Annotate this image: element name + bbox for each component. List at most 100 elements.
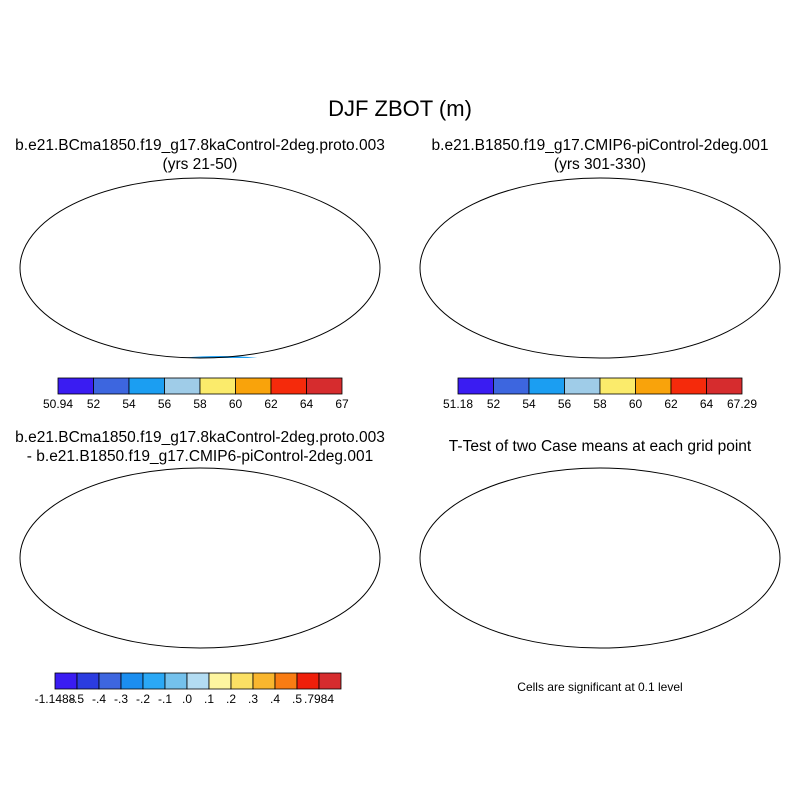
af-band-red [180,232,235,244]
colorbar-bl-swatch [142,672,166,690]
panel-tl-title: b.e21.BCma1850.f19_g17.8kaControl-2deg.p… [0,136,400,174]
colorbar-tr-swatch [670,377,707,395]
colorbar-tr-tick-label: 62 [664,397,678,411]
sig-north-america-west [470,508,490,526]
colorbar-tr-swatch [706,377,743,395]
panel-br-ttest: T-Test of two Case means at each grid po… [448,438,752,455]
colorbar-bl-swatch [318,672,342,690]
land-india [260,254,275,274]
colorbar-tl-tick-label: 62 [264,397,278,411]
colorbar-bl-tick-label: -1.1488 [35,692,76,706]
colorbar-tr-swatch [599,377,636,395]
panel-tr-case: b.e21.B1850.f19_g17.CMIP6-piControl-2deg… [431,137,769,154]
sig-africa [578,522,642,598]
colorbar-tr-tick-label: 56 [558,397,572,411]
panel-br-title: T-Test of two Case means at each grid po… [400,437,800,456]
colorbar-tr-swatch [457,377,494,395]
colorbar-tr-tick-label: 58 [593,397,607,411]
colorbar-top-right: 51.18 52 54 56 58 60 62 64 67.29 [443,377,757,411]
colorbar-tr-swatch [493,377,530,395]
colorbar-bottom-left: -1.1488-.5 -.4 -.3 -.2 -.1 .0 .1 .2 .3 .4 .5.7984 [35,672,342,706]
map-border-top-right [419,177,781,359]
land-se-asia [290,268,320,278]
colorbar-bl-swatch [296,672,320,690]
asia-band-yellow [238,230,325,240]
map-panel-top-right [419,177,781,359]
colorbar-tl-tick-label: 56 [158,397,172,411]
colorbar-tl-swatch [93,377,130,395]
map-panel-top-left [19,177,381,359]
map-border-bottom-right [419,467,781,649]
panel-bl-case-b: - b.e21.B1850.f19_g17.CMIP6-piControl-2d… [26,448,374,465]
colorbar-bl-tick-label: .0 [182,692,192,706]
land-australia [304,290,350,321]
colorbar-tl-swatch [306,377,343,395]
ant-band-lightblue [35,341,365,349]
sig-asia [632,504,740,552]
colorbar-bl-tick-label: .3 [248,692,258,706]
colorbar-bl-tick-label: -.3 [114,692,128,706]
land-north-america [60,196,170,270]
asia-band-lightblue [234,216,342,230]
na-band-darkblue [95,198,135,210]
colorbar-bl-tick-label: -.5 [70,692,84,706]
na-band-yellow [68,222,158,233]
colorbar-tl-swatch [128,377,165,395]
panel-tl-years: (yrs 21-50) [162,156,238,173]
sig-south-america [520,568,560,634]
colorbar-bl-swatch [252,672,276,690]
colorbar-tl-tick-label: 67 [335,397,349,411]
sig-north-america-east [515,496,550,518]
land-antarctica [40,356,380,358]
panel-tl-case: b.e21.BCma1850.f19_g17.8kaControl-2deg.p… [15,137,385,154]
colorbar-tr-swatch [635,377,672,395]
land-south-america [120,278,160,344]
colorbar-bl-tick-label: -.4 [92,692,106,706]
colorbar-tl-swatch [164,377,201,395]
map-border-top-left [19,177,381,359]
colorbar-tl-tick-label: 58 [193,397,207,411]
land-central-america [105,270,124,284]
na-band-lightblue [64,214,165,223]
colorbar-tl-tick-label: 54 [122,397,136,411]
significance-note: Cells are significant at 0.1 level [517,680,683,694]
panel-tr-years: (yrs 301-330) [553,156,647,173]
colorbar-bl-swatch [230,672,254,690]
colorbar-tr-swatch [564,377,601,395]
colorbar-bl-tick-label: .2 [226,692,236,706]
land-asia [225,192,345,262]
colorbar-bl-swatch [186,672,210,690]
colorbar-tr-tick-label: 67.29 [727,397,757,411]
colorbar-tl-swatch [199,377,236,395]
map-border-bottom-left [19,467,381,649]
sig-central-america [505,560,524,574]
land-africa [178,232,242,308]
sig-australia [704,580,750,611]
colorbar-bl-tick-label: -.1 [158,692,172,706]
colorbar-tr-tick-label: 60 [629,397,643,411]
colorbar-tr-tick-label: 52 [487,397,501,411]
colorbar-bl-tick-label: .5 [292,692,302,706]
colorbar-tl-swatch [57,377,94,395]
colorbar-bl-swatch [208,672,232,690]
map-panel-bottom-left [19,467,381,649]
eur-band-yellow [188,216,230,228]
panel-tr-title: b.e21.B1850.f19_g17.CMIP6-piControl-2deg… [400,136,800,174]
sig-antarctica [420,631,780,648]
colorbar-bl-swatch [76,672,100,690]
colorbar-tl-tick-label: 60 [229,397,243,411]
colorbar-tl-tick-label: 52 [87,397,101,411]
colorbar-bl-swatch [120,672,144,690]
na-band-red [80,236,145,270]
colorbar-bl-swatch [54,672,78,690]
sig-north-america [482,528,545,560]
asia-band-red [252,248,308,262]
na-band-blue [60,196,170,216]
colorbar-tr-tick-label: 64 [700,397,714,411]
colorbar-tl-swatch [235,377,272,395]
colorbar-bl-swatch [164,672,188,690]
colorbar-bl-tick-label: .7984 [304,692,334,706]
colorbar-tr-swatch [528,377,565,395]
colorbar-tl-tick-label: 50.94 [43,397,73,411]
